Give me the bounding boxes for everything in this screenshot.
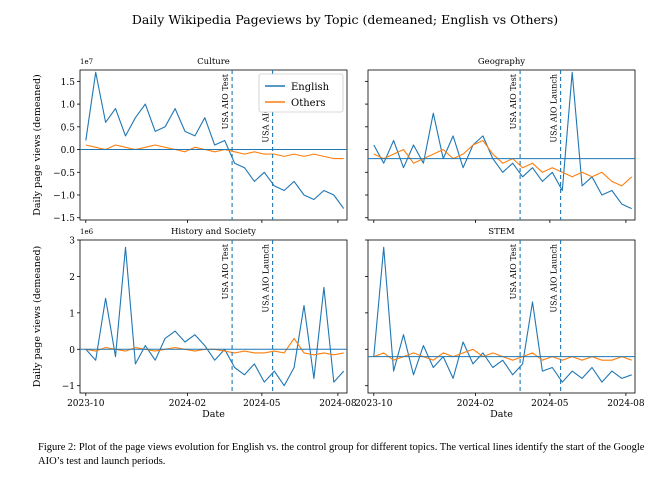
y-tick-label: 1.5 <box>61 78 76 88</box>
y-tick-label: −1.5 <box>53 214 75 224</box>
legend-label: Others <box>291 98 326 109</box>
series-line-others <box>85 144 344 160</box>
event-label: USA AIO Test <box>509 73 518 129</box>
x-tick-label: 2023-10 <box>355 399 393 409</box>
series-line-english <box>85 246 345 387</box>
y-tick-label: 0 <box>69 346 75 356</box>
offset-text: 1e7 <box>80 58 93 66</box>
series-group <box>85 71 345 209</box>
x-tick-label: 2024-05 <box>531 399 569 409</box>
legend-label: English <box>291 82 330 93</box>
series-group <box>373 246 632 383</box>
axes-frame <box>79 69 348 221</box>
event-label: USA AIO Launch <box>262 244 271 313</box>
event-label: USA AIO Launch <box>550 74 559 143</box>
y-tick-label: 2 <box>69 273 75 283</box>
y-tick-label: −1 <box>62 382 75 392</box>
y-tick-label: −0.5 <box>53 169 75 179</box>
x-tick-label: 2024-08 <box>319 399 357 409</box>
series-line-others <box>85 337 344 356</box>
axes-frame <box>367 239 636 394</box>
y-tick-label: −1.0 <box>53 192 75 202</box>
y-axis-label: Daily page views (demeaned) <box>32 74 43 216</box>
event-label: USA AIO Test <box>221 73 230 129</box>
series-line-english <box>373 246 632 383</box>
series-line-english <box>373 71 632 210</box>
y-tick-label: 1 <box>69 309 75 319</box>
panel-title: STEM <box>488 227 515 237</box>
y-tick-label: 3 <box>69 237 75 247</box>
figure-title: Daily Wikipedia Pageviews by Topic (deme… <box>132 12 558 27</box>
series-group <box>85 246 345 387</box>
panel-0: Culture 1e7 −1.5 −1.0 −0.5 0.0 0.5 1.0 1.5 Daily … <box>32 57 348 224</box>
x-axis-label: Date <box>202 409 225 420</box>
series-line-others <box>373 348 632 361</box>
panel-title: History and Society <box>171 227 256 237</box>
x-tick-label: 2024-05 <box>243 399 281 409</box>
offset-text: 1e6 <box>80 228 94 236</box>
x-tick-label: 2024-08 <box>607 399 645 409</box>
series-line-english <box>85 71 345 209</box>
x-axis-label: Date <box>490 409 513 420</box>
event-label: USA AIO Test <box>509 243 518 299</box>
event-label: USA AIO Test <box>221 243 230 299</box>
chart-panels: Culture 1e7 −1.5 −1.0 −0.5 0.0 0.5 1.0 1.5 Daily … <box>32 57 645 420</box>
axes-frame <box>367 69 636 221</box>
y-tick-label: 0.0 <box>61 146 76 156</box>
x-tick-label: 2023-10 <box>67 399 105 409</box>
x-tick-label: 2024-02 <box>457 399 494 409</box>
panel-title: Geography <box>478 57 525 67</box>
series-line-others <box>373 139 633 187</box>
x-tick-label: 2024-02 <box>169 399 206 409</box>
panel-1: Geography USA AIO Test USA AIO Launch <box>365 57 636 223</box>
y-tick-label: 1.0 <box>61 101 76 111</box>
panel-2: History and Society 1e6 −1 0 1 2 3 2023-10 2024-… <box>32 227 357 420</box>
figure-caption: Figure 2: Plot of the page views evoluti… <box>38 442 645 467</box>
series-group <box>373 71 633 210</box>
axes-frame <box>79 239 348 394</box>
y-axis-label: Daily page views (demeaned) <box>32 246 43 388</box>
event-label: USA AIO Launch <box>550 244 559 313</box>
panel-3: STEM 2023-10 2024-02 2024-05 2024-08 Date USA … <box>355 227 645 420</box>
y-tick-label: 0.5 <box>61 123 76 133</box>
panel-title: Culture <box>197 57 230 67</box>
